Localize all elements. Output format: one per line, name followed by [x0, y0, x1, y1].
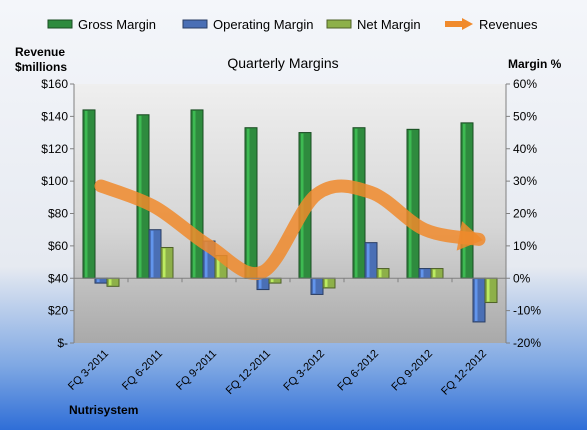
bar-net-margin [268, 277, 282, 284]
left-tick-label: $120 [41, 142, 68, 156]
bar-gross-margin [352, 127, 366, 279]
bar-operating-margin [418, 268, 432, 279]
right-tick-label: -20% [513, 336, 541, 350]
bar-highlight [325, 279, 328, 287]
legend-label-net-margin: Net Margin [357, 17, 421, 32]
right-axis-label: Margin % [508, 57, 562, 71]
left-axis-label-line1: Revenue [15, 45, 65, 59]
bar-highlight [379, 269, 382, 278]
bar-net-margin [430, 268, 444, 279]
bar-operating-margin [94, 277, 108, 284]
bar-operating-margin [148, 229, 162, 279]
bar-gross-margin [244, 127, 258, 279]
revenues-line [94, 179, 486, 281]
bar-highlight [355, 128, 358, 278]
left-tick-label: $20 [48, 304, 68, 318]
right-tick-label: 50% [513, 109, 537, 123]
bar-net-margin [106, 277, 120, 287]
right-tick-label: 30% [513, 174, 537, 188]
bar-gross-margin [190, 109, 204, 279]
bar-highlight [271, 279, 274, 283]
right-tick-label: 60% [513, 77, 537, 91]
bar-highlight [97, 279, 100, 283]
legend-swatch-net-margin [326, 19, 352, 29]
bar-highlight [205, 242, 208, 278]
bar-highlight [247, 128, 250, 278]
bar-operating-margin [364, 242, 378, 279]
revenues-arrowhead [456, 221, 483, 251]
right-tick-label: 20% [513, 207, 537, 221]
legend-label-revenues: Revenues [479, 17, 538, 32]
chart-title: Quarterly Margins [227, 55, 338, 71]
bar-highlight [163, 248, 166, 278]
bar-net-margin [484, 277, 498, 304]
left-tick-label: $- [57, 336, 68, 350]
bar-gross-margin [460, 122, 474, 279]
bar-net-margin [322, 277, 336, 289]
left-tick-label: $80 [48, 207, 68, 221]
legend-label-gross-margin: Gross Margin [78, 17, 156, 32]
legend-label-operating-margin: Operating Margin [213, 17, 313, 32]
bar-highlight [85, 110, 88, 278]
bar-gross-margin [82, 109, 96, 279]
bar-operating-margin [310, 277, 324, 295]
bar-highlight [259, 279, 262, 289]
legend-swatch-gross-margin [47, 19, 73, 29]
bar-highlight [487, 279, 490, 302]
bar-highlight [151, 230, 154, 278]
right-tick-label: 40% [513, 142, 537, 156]
bar-highlight [313, 279, 316, 294]
bar-highlight [367, 243, 370, 278]
bar-highlight [193, 110, 196, 278]
bar-highlight [433, 269, 436, 278]
bar-highlight [217, 256, 220, 278]
bar-gross-margin [406, 128, 420, 279]
bar-highlight [421, 269, 424, 278]
left-axis-label-line2: $millions [15, 60, 67, 74]
left-tick-label: $140 [41, 109, 68, 123]
left-tick-label: $40 [48, 271, 68, 285]
company-name: Nutrisystem [69, 403, 138, 417]
bar-highlight [463, 123, 466, 278]
right-tick-label: 0% [513, 271, 531, 285]
bar-net-margin [160, 246, 174, 279]
left-tick-label: $60 [48, 239, 68, 253]
bar-operating-margin [472, 277, 486, 323]
bar-highlight [109, 279, 112, 286]
bar-highlight [409, 130, 412, 278]
legend-swatch-operating-margin [182, 19, 208, 29]
bar-highlight [475, 279, 478, 321]
bar-operating-margin [256, 277, 270, 291]
right-tick-label: 10% [513, 239, 537, 253]
bar-net-margin [376, 268, 390, 279]
left-tick-label: $100 [41, 174, 68, 188]
legend-arrowhead-revenues [462, 18, 473, 30]
left-tick-label: $160 [41, 77, 68, 91]
right-tick-label: -10% [513, 304, 541, 318]
